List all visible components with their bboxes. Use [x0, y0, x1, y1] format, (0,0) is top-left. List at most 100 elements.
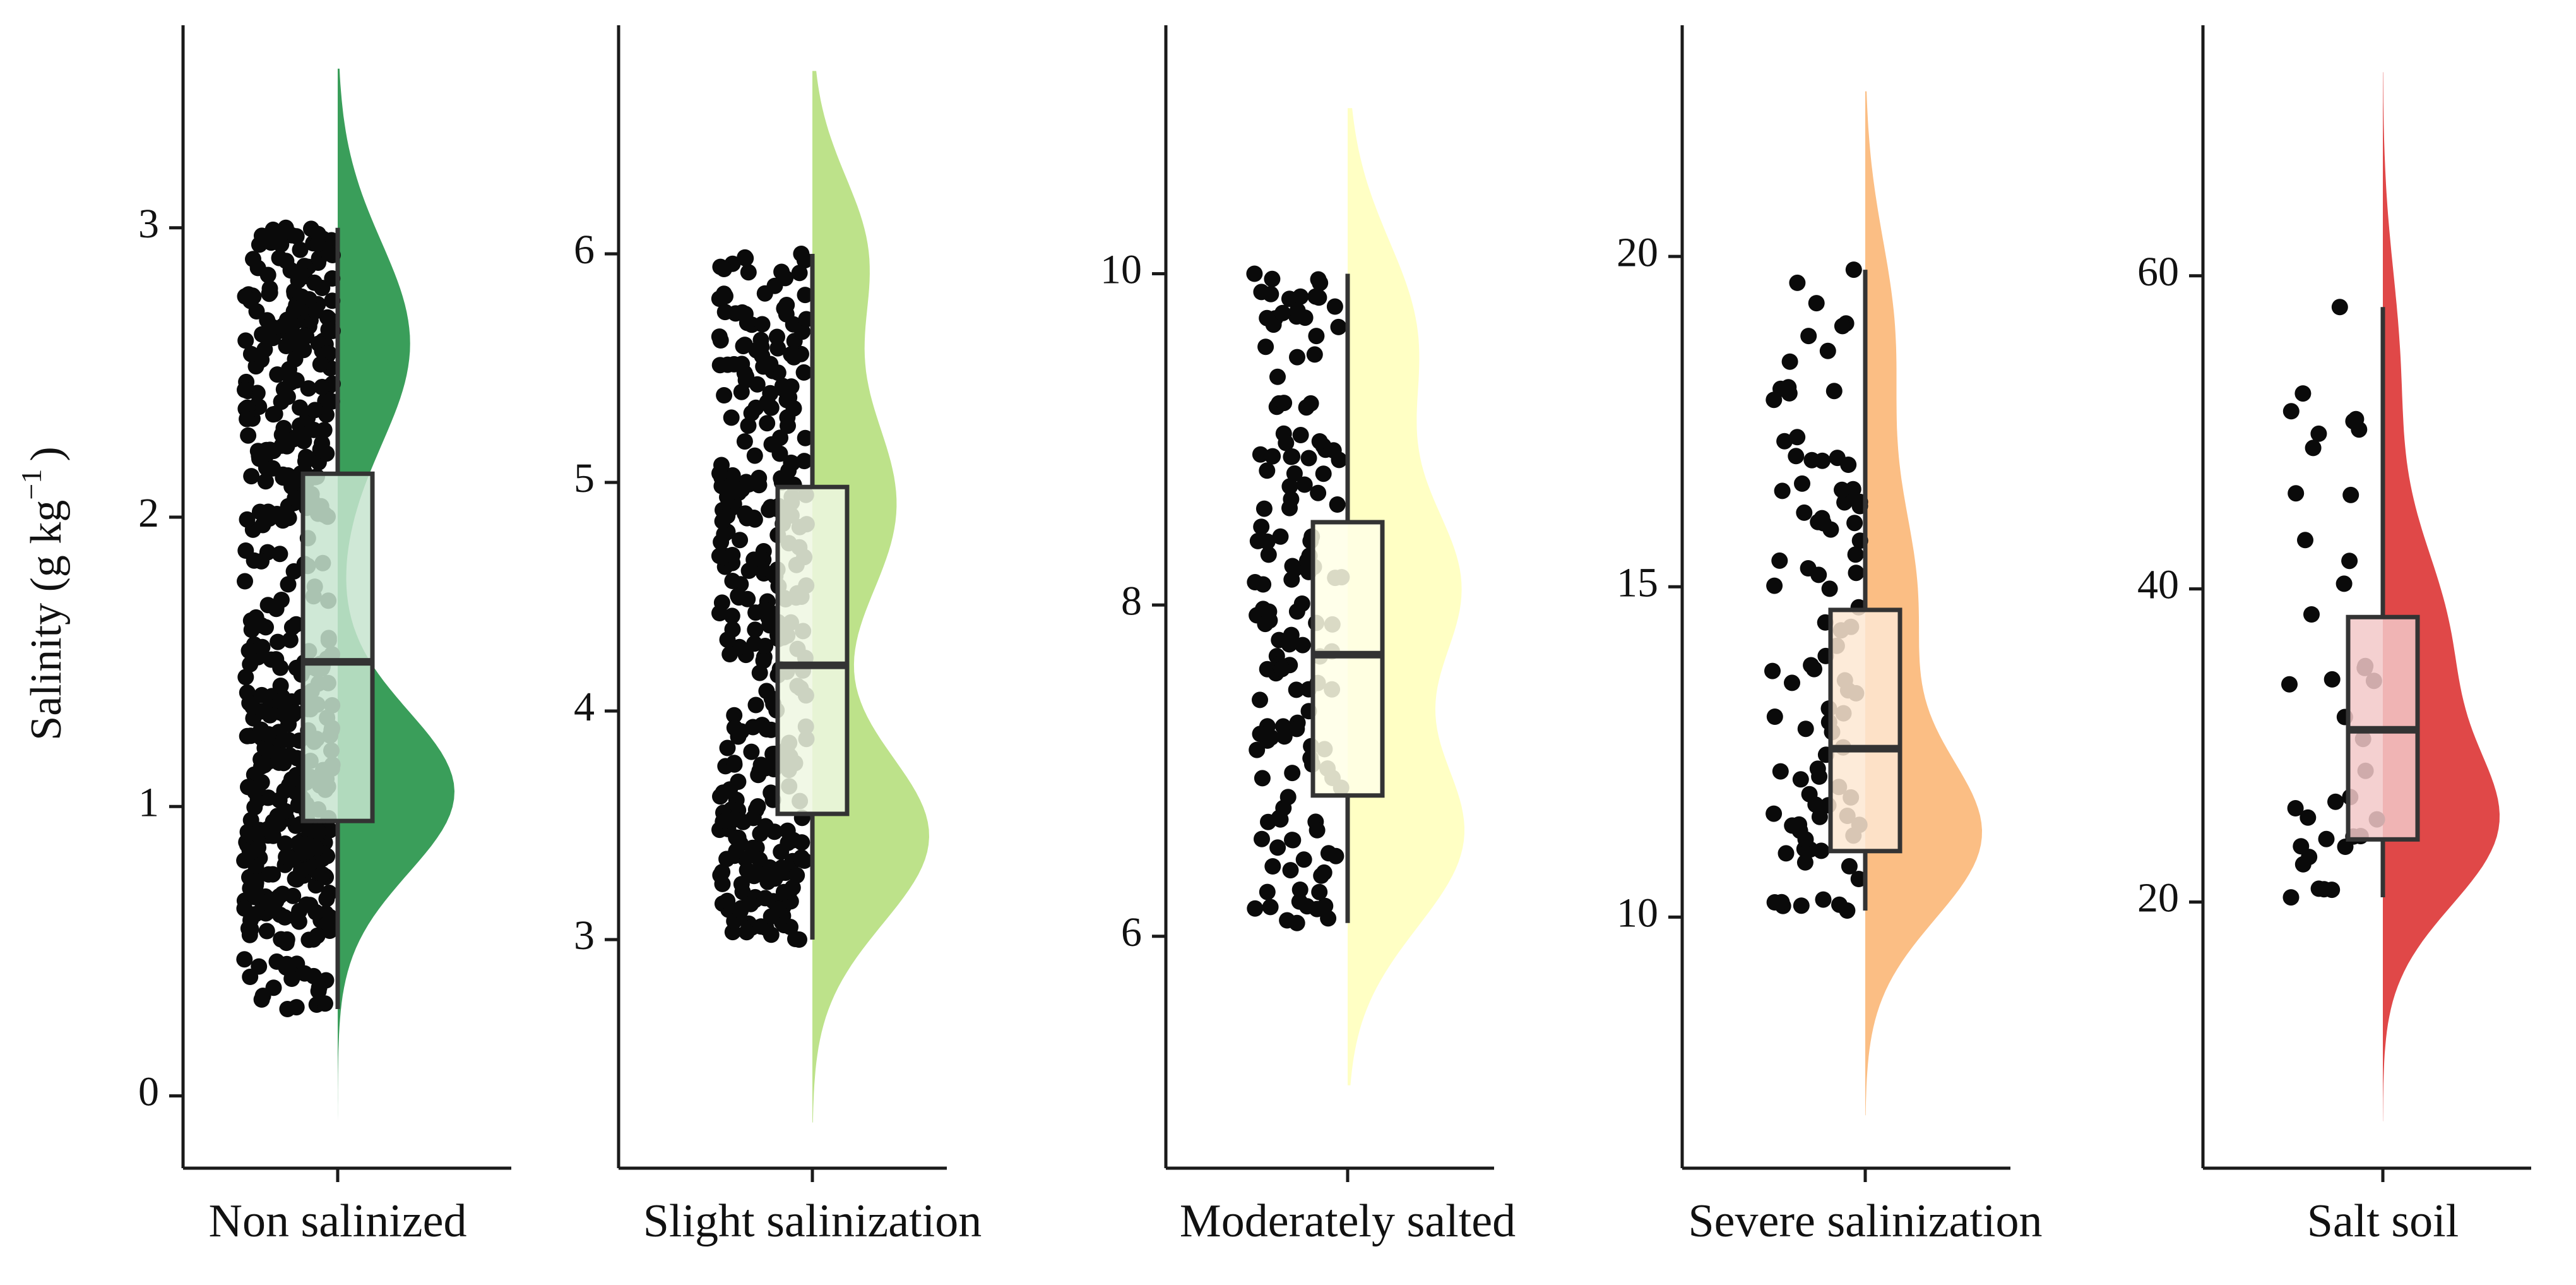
data-point	[749, 798, 766, 815]
data-point	[716, 285, 732, 302]
data-point	[724, 547, 741, 563]
data-point	[237, 332, 254, 349]
data-point	[1764, 662, 1781, 679]
data-point	[320, 321, 337, 338]
data-point	[2294, 385, 2312, 402]
data-point	[257, 473, 274, 490]
data-point	[242, 345, 259, 362]
data-point	[2310, 425, 2327, 442]
iqr-box	[1828, 607, 1902, 854]
data-point	[725, 356, 742, 373]
data-point	[728, 842, 745, 859]
data-point	[1284, 448, 1301, 465]
data-point	[321, 923, 338, 939]
data-point	[1278, 434, 1295, 451]
data-point	[1811, 808, 1828, 825]
data-point	[1310, 271, 1327, 288]
data-point	[749, 376, 766, 393]
data-point	[746, 447, 763, 464]
data-point	[780, 417, 796, 434]
data-point	[1776, 433, 1793, 450]
data-point	[288, 999, 305, 1016]
data-point	[316, 422, 333, 439]
data-point	[1264, 270, 1281, 287]
data-point	[757, 890, 774, 907]
density-half-violin	[1865, 91, 1982, 1116]
data-point	[268, 953, 285, 970]
points-group	[1246, 265, 1350, 931]
data-point	[1326, 298, 1343, 315]
data-point	[1257, 338, 1274, 356]
data-point	[254, 326, 271, 343]
data-point	[254, 988, 271, 1004]
data-point	[785, 316, 802, 333]
data-point	[797, 429, 814, 446]
data-point	[1283, 626, 1300, 643]
data-point	[2315, 881, 2332, 898]
data-point	[1773, 894, 1790, 911]
data-point	[1850, 871, 1867, 887]
data-point	[1794, 475, 1810, 492]
data-point	[755, 358, 772, 375]
y-axis-title: Salinity (g kg−1)	[15, 446, 71, 740]
data-point	[779, 822, 796, 839]
data-point	[287, 490, 304, 506]
data-point	[740, 264, 757, 281]
y-tick-label: 2	[138, 490, 159, 536]
data-point	[1288, 603, 1305, 620]
data-point	[264, 827, 282, 844]
data-point	[1291, 893, 1308, 910]
data-point	[242, 969, 259, 985]
data-point	[252, 445, 269, 462]
x-category-label: Moderately salted	[1180, 1195, 1516, 1247]
data-point	[1803, 451, 1820, 469]
data-point	[320, 244, 337, 261]
data-point	[1809, 760, 1826, 777]
data-point	[2282, 403, 2300, 420]
data-point	[743, 743, 760, 760]
data-point	[777, 270, 794, 287]
data-point	[2305, 439, 2322, 457]
data-point	[1262, 899, 1279, 916]
data-point	[1766, 391, 1783, 409]
data-point	[259, 503, 276, 520]
data-point	[778, 297, 795, 313]
data-point	[2297, 532, 2313, 549]
data-point	[1320, 910, 1337, 927]
data-point	[732, 902, 749, 919]
data-point	[240, 642, 258, 659]
data-point	[795, 364, 812, 381]
data-point	[719, 508, 736, 525]
data-point	[724, 621, 741, 638]
data-point	[713, 457, 730, 474]
data-point	[260, 726, 277, 743]
data-point	[270, 633, 287, 650]
x-category-label: Non salinized	[209, 1195, 467, 1247]
x-category-label: Salt soil	[2307, 1195, 2459, 1247]
data-point	[743, 405, 760, 422]
data-point	[1306, 346, 1323, 363]
data-point	[1803, 657, 1820, 674]
data-point	[258, 923, 275, 940]
data-point	[237, 381, 253, 398]
data-point	[1259, 309, 1276, 326]
data-point	[243, 468, 260, 485]
data-point	[310, 823, 327, 840]
data-point	[273, 693, 290, 709]
data-point	[1831, 896, 1848, 913]
data-point	[1260, 546, 1277, 563]
data-point	[1259, 462, 1276, 479]
iqr-box	[1310, 520, 1385, 798]
data-point	[1309, 900, 1326, 917]
y-tick-label: 3	[138, 201, 159, 247]
data-point	[711, 547, 728, 565]
data-point	[2331, 299, 2348, 316]
data-point	[1796, 854, 1813, 871]
y-tick-label: 1	[138, 779, 159, 825]
data-point	[1796, 504, 1813, 521]
data-point	[1296, 476, 1313, 493]
data-point	[312, 356, 329, 373]
data-point	[1259, 533, 1276, 550]
data-point	[1815, 891, 1832, 908]
data-point	[309, 927, 326, 944]
